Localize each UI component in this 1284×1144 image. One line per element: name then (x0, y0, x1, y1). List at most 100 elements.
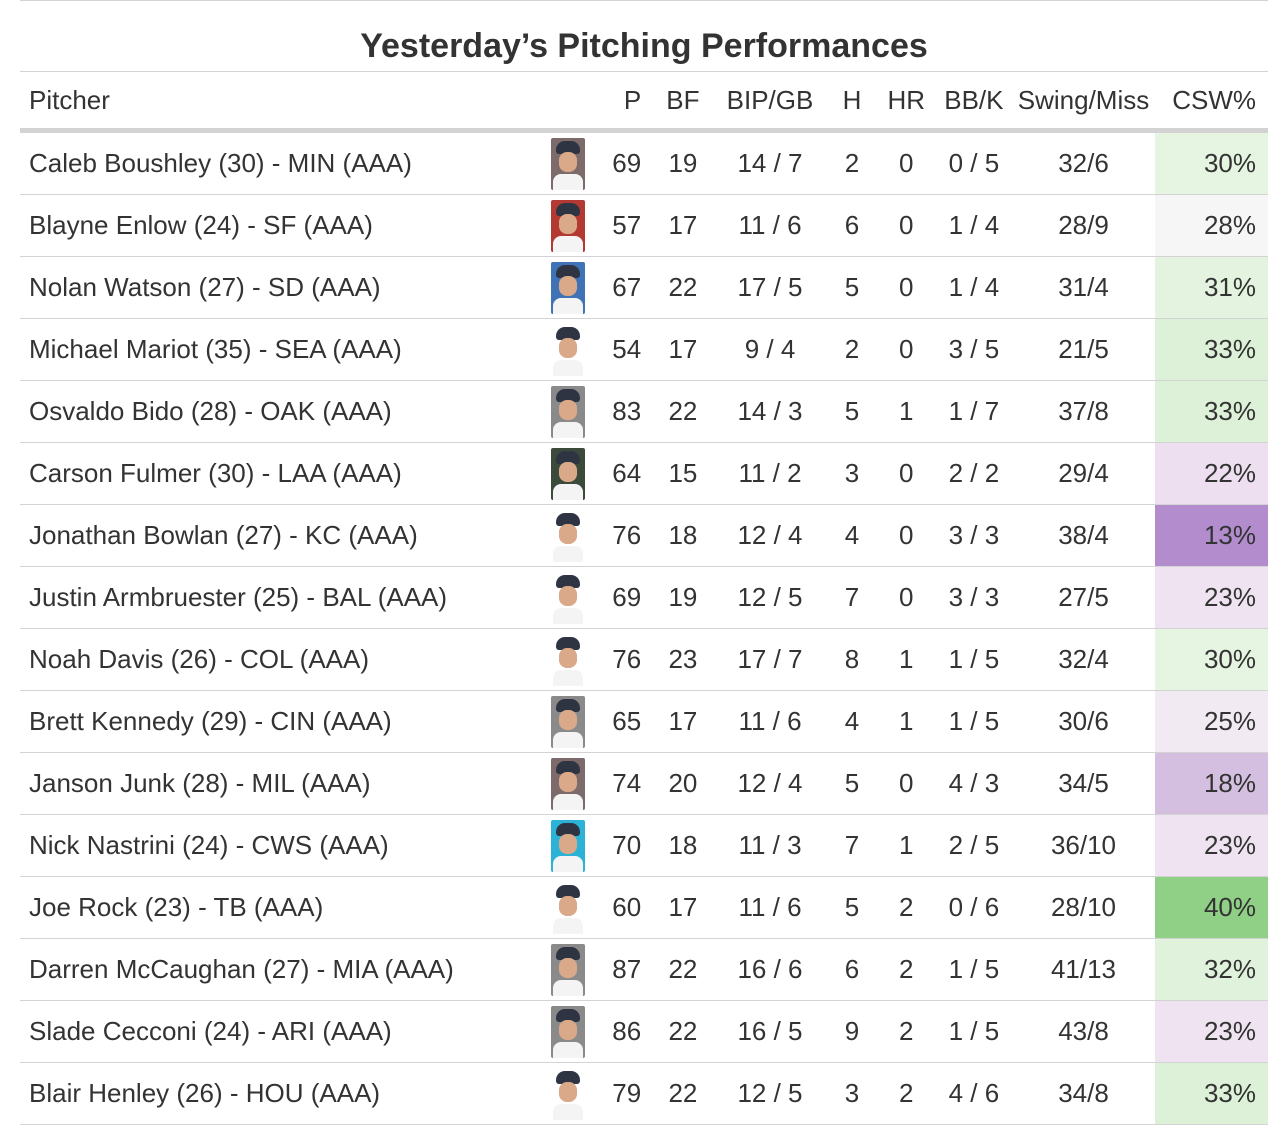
swing-miss: 36/10 (1011, 814, 1156, 877)
swing-miss: 34/8 (1011, 1062, 1156, 1125)
table-row: Michael Mariot (35) - SEA (AAA) 54 17 9 / 4… (20, 318, 1268, 381)
bb-k: 2 / 2 (935, 442, 1012, 505)
hits: 7 (827, 566, 877, 629)
batters-faced: 19 (653, 566, 713, 629)
bip-gb: 14 / 7 (712, 130, 828, 195)
pitcher-name: Caleb Boushley (30) - MIN (AAA) (20, 130, 535, 195)
bip-gb: 14 / 3 (712, 380, 828, 443)
header-row: Pitcher P BF BIP/GB H HR BB/K Swing/Miss… (20, 72, 1268, 133)
swing-miss: 28/9 (1011, 194, 1156, 257)
csw-percent: 28% (1155, 194, 1268, 257)
player-headshot-icon (551, 199, 586, 252)
pitcher-name: Janson Junk (28) - MIL (AAA) (20, 752, 535, 815)
swing-miss: 43/8 (1011, 1000, 1156, 1063)
batters-faced: 18 (653, 814, 713, 877)
header-hr: HR (876, 72, 936, 133)
table-body: Caleb Boushley (30) - MIN (AAA) 69 19 14 / … (20, 130, 1268, 1125)
csw-percent: 23% (1155, 814, 1268, 877)
csw-percent: 23% (1155, 566, 1268, 629)
pitches: 74 (601, 752, 654, 815)
bb-k: 3 / 5 (935, 318, 1012, 381)
header-bip-gb: BIP/GB (712, 72, 828, 133)
header-bb-k: BB/K (935, 72, 1012, 133)
bip-gb: 12 / 5 (712, 566, 828, 629)
swing-miss: 32/6 (1011, 130, 1156, 195)
bb-k: 2 / 5 (935, 814, 1012, 877)
bb-k: 1 / 5 (935, 690, 1012, 753)
bip-gb: 17 / 7 (712, 628, 828, 691)
hits: 6 (827, 938, 877, 1001)
bb-k: 3 / 3 (935, 504, 1012, 567)
player-photo (534, 690, 602, 753)
pitches: 70 (601, 814, 654, 877)
csw-percent: 40% (1155, 876, 1268, 939)
csw-percent: 30% (1155, 130, 1268, 195)
swing-miss: 29/4 (1011, 442, 1156, 505)
player-headshot-icon (551, 385, 586, 438)
home-runs: 1 (876, 380, 936, 443)
pitcher-name: Brett Kennedy (29) - CIN (AAA) (20, 690, 535, 753)
bip-gb: 16 / 6 (712, 938, 828, 1001)
table-row: Nick Nastrini (24) - CWS (AAA) 70 18 11 / 3… (20, 814, 1268, 877)
batters-faced: 20 (653, 752, 713, 815)
batters-faced: 23 (653, 628, 713, 691)
home-runs: 2 (876, 1062, 936, 1125)
table-row: Slade Cecconi (24) - ARI (AAA) 86 22 16 / 5… (20, 1000, 1268, 1063)
bb-k: 1 / 5 (935, 628, 1012, 691)
csw-percent: 23% (1155, 1000, 1268, 1063)
home-runs: 1 (876, 814, 936, 877)
csw-percent: 13% (1155, 504, 1268, 567)
player-photo (534, 628, 602, 691)
hits: 4 (827, 690, 877, 753)
player-photo (534, 256, 602, 319)
bip-gb: 11 / 2 (712, 442, 828, 505)
hits: 3 (827, 1062, 877, 1125)
player-headshot-icon (551, 571, 586, 624)
player-headshot-icon (551, 137, 586, 190)
pitches: 86 (601, 1000, 654, 1063)
bip-gb: 12 / 4 (712, 504, 828, 567)
pitches: 69 (601, 566, 654, 629)
csw-percent: 18% (1155, 752, 1268, 815)
batters-faced: 22 (653, 380, 713, 443)
swing-miss: 34/5 (1011, 752, 1156, 815)
pitcher-name: Osvaldo Bido (28) - OAK (AAA) (20, 380, 535, 443)
csw-percent: 31% (1155, 256, 1268, 319)
header-pitcher: Pitcher (20, 72, 535, 133)
pitcher-name: Darren McCaughan (27) - MIA (AAA) (20, 938, 535, 1001)
bb-k: 4 / 6 (935, 1062, 1012, 1125)
home-runs: 2 (876, 1000, 936, 1063)
table-row: Justin Armbruester (25) - BAL (AAA) 69 19 1… (20, 566, 1268, 629)
player-photo (534, 938, 602, 1001)
player-headshot-icon (551, 943, 586, 996)
header-p: P (601, 72, 654, 133)
player-photo (534, 380, 602, 443)
player-headshot-icon (551, 819, 586, 872)
hits: 9 (827, 1000, 877, 1063)
batters-faced: 19 (653, 130, 713, 195)
table-row: Jonathan Bowlan (27) - KC (AAA) 76 18 12 / … (20, 504, 1268, 567)
csw-percent: 32% (1155, 938, 1268, 1001)
home-runs: 2 (876, 938, 936, 1001)
header-bf: BF (653, 72, 713, 133)
bip-gb: 17 / 5 (712, 256, 828, 319)
pitching-table: Pitcher P BF BIP/GB H HR BB/K Swing/Miss… (20, 72, 1268, 1125)
home-runs: 1 (876, 690, 936, 753)
bb-k: 1 / 4 (935, 194, 1012, 257)
header-photo (534, 72, 602, 133)
csw-percent: 33% (1155, 1062, 1268, 1125)
player-photo (534, 1062, 602, 1125)
player-photo (534, 442, 602, 505)
table-row: Darren McCaughan (27) - MIA (AAA) 87 22 16 … (20, 938, 1268, 1001)
swing-miss: 32/4 (1011, 628, 1156, 691)
pitcher-name: Blayne Enlow (24) - SF (AAA) (20, 194, 535, 257)
player-photo (534, 504, 602, 567)
hits: 5 (827, 380, 877, 443)
header-swing-miss: Swing/Miss (1011, 72, 1156, 133)
pitches: 76 (601, 628, 654, 691)
table-row: Brett Kennedy (29) - CIN (AAA) 65 17 11 / 6… (20, 690, 1268, 753)
home-runs: 0 (876, 194, 936, 257)
home-runs: 1 (876, 628, 936, 691)
